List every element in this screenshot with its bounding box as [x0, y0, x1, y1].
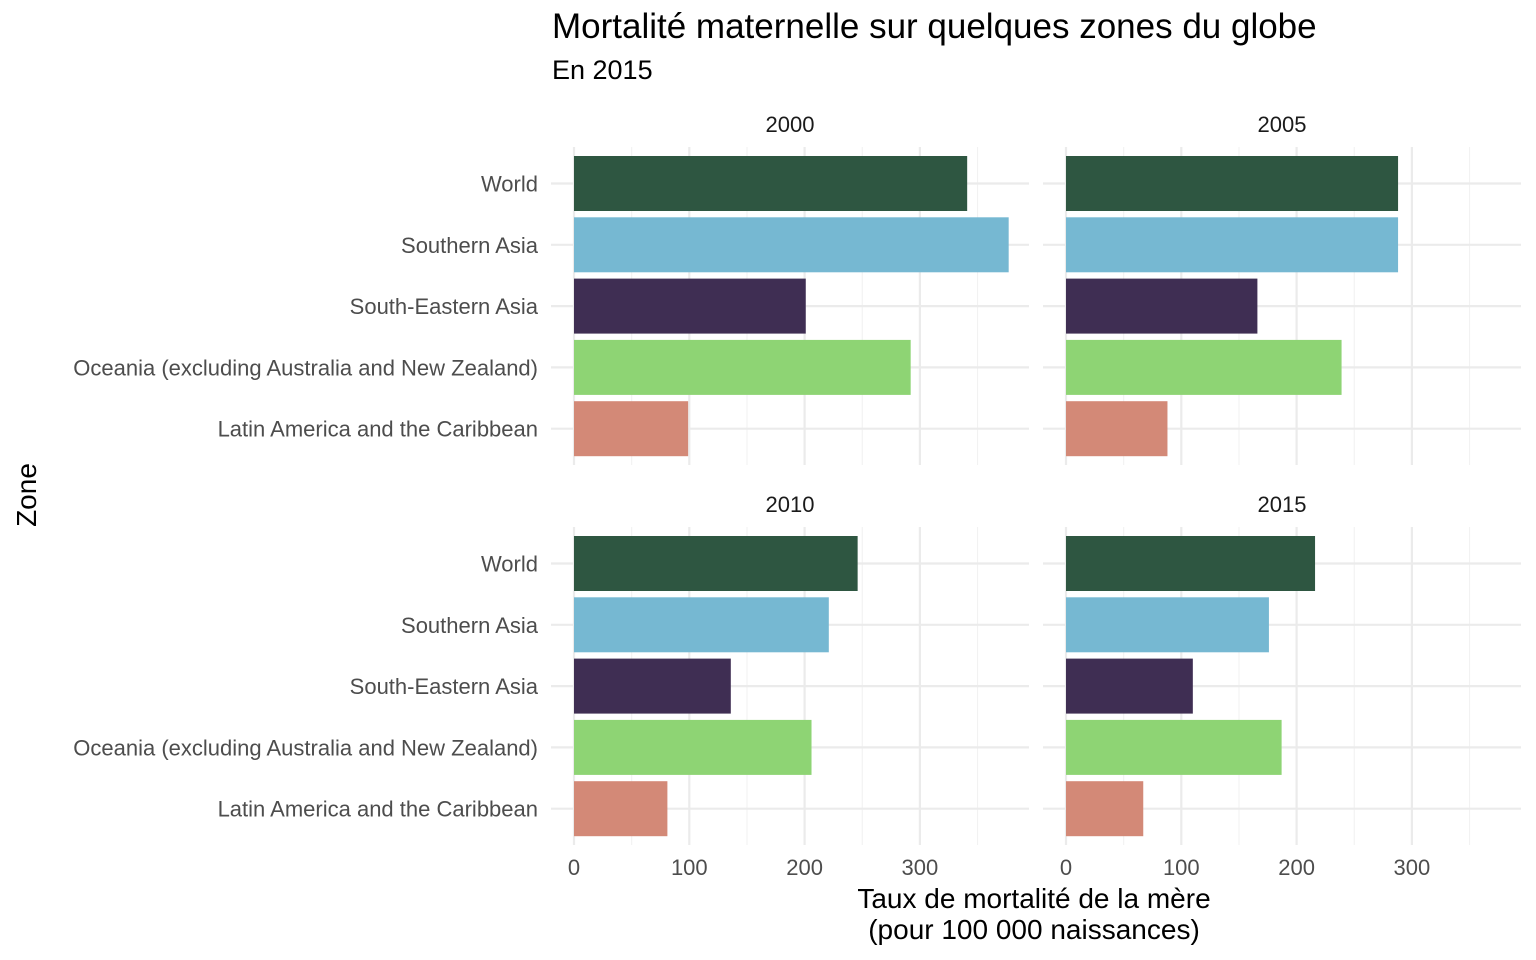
x-tick-label: 100: [1163, 855, 1200, 880]
bar-oceania-excluding-australia-and-new-zealand--2005: [1066, 339, 1342, 395]
facet-strip-label: 2010: [766, 492, 815, 517]
facet-panel-2000: 2000 World Southern Asia South-Eastern Asia…: [73, 112, 1029, 465]
facet-panel-2005: 2005: [1043, 112, 1521, 465]
x-tick-label: 0: [1060, 855, 1072, 880]
bar-southern-asia-2000: [574, 217, 1009, 273]
bar-latin-america-and-the-caribbean-2000: [574, 401, 689, 457]
x-tick-label: 300: [1394, 855, 1431, 880]
bar-southern-asia-2010: [574, 597, 829, 653]
x-tick-label: 200: [786, 855, 823, 880]
bar-south-eastern-asia-2005: [1066, 278, 1258, 334]
y-tick-label: South-Eastern Asia: [350, 294, 539, 319]
bar-south-eastern-asia-2000: [574, 278, 806, 334]
y-tick-label: Southern Asia: [401, 233, 539, 258]
x-tick-label: 100: [671, 855, 708, 880]
x-axis-title-line-2: (pour 100 000 naissances): [868, 914, 1200, 945]
y-tick-label: Latin America and the Caribbean: [218, 417, 538, 442]
bar-oceania-excluding-australia-and-new-zealand--2000: [574, 339, 911, 395]
bar-south-eastern-asia-2010: [574, 658, 731, 714]
y-axis-title: Zone: [11, 463, 42, 527]
y-tick-label: Latin America and the Caribbean: [218, 797, 538, 822]
bar-oceania-excluding-australia-and-new-zealand--2010: [574, 719, 812, 775]
facet-strip-label: 2005: [1258, 112, 1307, 137]
facet-strip-label: 2015: [1258, 492, 1307, 517]
bar-south-eastern-asia-2015: [1066, 658, 1193, 714]
facet-strip-label: 2000: [766, 112, 815, 137]
y-tick-label: Oceania (excluding Australia and New Zea…: [73, 355, 538, 380]
chart-subtitle: En 2015: [552, 55, 653, 85]
bar-latin-america-and-the-caribbean-2015: [1066, 781, 1144, 837]
bar-world-2015: [1066, 536, 1316, 591]
bar-southern-asia-2015: [1066, 597, 1269, 653]
bar-oceania-excluding-australia-and-new-zealand--2015: [1066, 719, 1282, 775]
bar-latin-america-and-the-caribbean-2005: [1066, 401, 1168, 457]
x-tick-label: 300: [902, 855, 939, 880]
x-tick-label: 0: [568, 855, 580, 880]
y-tick-label: Southern Asia: [401, 613, 539, 638]
y-tick-label: Oceania (excluding Australia and New Zea…: [73, 735, 538, 760]
y-tick-label: World: [481, 552, 538, 577]
bar-latin-america-and-the-caribbean-2010: [574, 781, 668, 837]
x-axis-title-line-1: Taux de mortalité de la mère: [857, 883, 1210, 914]
facet-panel-2015: 2015 0 100 200 300: [1043, 492, 1521, 880]
chart-title: Mortalité maternelle sur quelques zones …: [552, 7, 1317, 46]
bar-southern-asia-2005: [1066, 217, 1399, 273]
facet-panel-2010: 2010 World Southern Asia South-Eastern Asia…: [73, 492, 1029, 880]
x-tick-label: 200: [1278, 855, 1315, 880]
bar-world-2010: [574, 536, 858, 591]
y-tick-label: World: [481, 172, 538, 197]
bar-world-2000: [574, 156, 968, 211]
bar-world-2005: [1066, 156, 1399, 211]
y-tick-label: South-Eastern Asia: [350, 674, 539, 699]
